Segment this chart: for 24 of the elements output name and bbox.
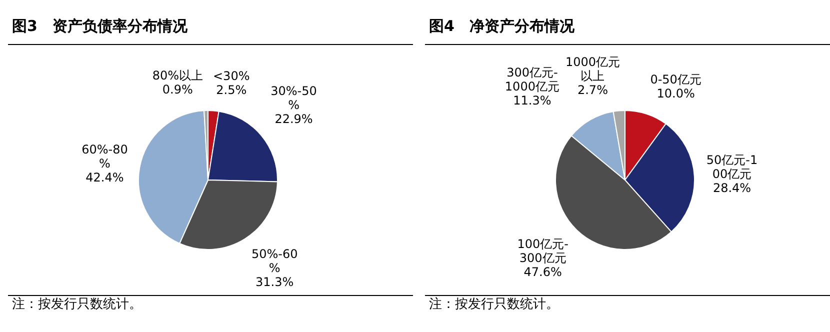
slice-label: 0-50亿元 xyxy=(650,72,702,87)
data-label: 31.3% xyxy=(256,275,294,290)
slice-label: 60%-80% xyxy=(82,142,128,170)
slice-label: 50亿元-100亿元 xyxy=(706,153,758,182)
data-label: 47.6% xyxy=(524,264,562,279)
slice-label: 100亿元-300亿元 xyxy=(517,236,568,265)
data-label: 11.3% xyxy=(513,94,552,108)
slice-label: 1000亿元以上 xyxy=(565,54,620,83)
text: 注：按发行只数统计。 xyxy=(428,296,560,314)
data-label: 2.5% xyxy=(216,82,247,97)
slice-label: <30% xyxy=(212,68,250,83)
data-label: 0.9% xyxy=(162,82,193,97)
slice-label: 50%-60% xyxy=(251,247,298,276)
data-label: 42.4% xyxy=(86,170,124,184)
data-label: 28.4% xyxy=(712,181,752,196)
slice-label: 80%以上 xyxy=(152,68,203,83)
data-label: 22.9% xyxy=(274,112,313,126)
data-label: 2.7% xyxy=(577,82,608,97)
chart-title: 图3 资产负债率分布情况 xyxy=(11,16,188,37)
slice-label: 300亿元-1000亿元 xyxy=(504,66,560,94)
chart-title: 图4 净资产分布情况 xyxy=(428,16,576,37)
slice-label: 30%-50% xyxy=(270,84,317,112)
text: 注：按发行只数统计。 xyxy=(11,296,143,314)
data-label: 10.0% xyxy=(656,86,695,101)
